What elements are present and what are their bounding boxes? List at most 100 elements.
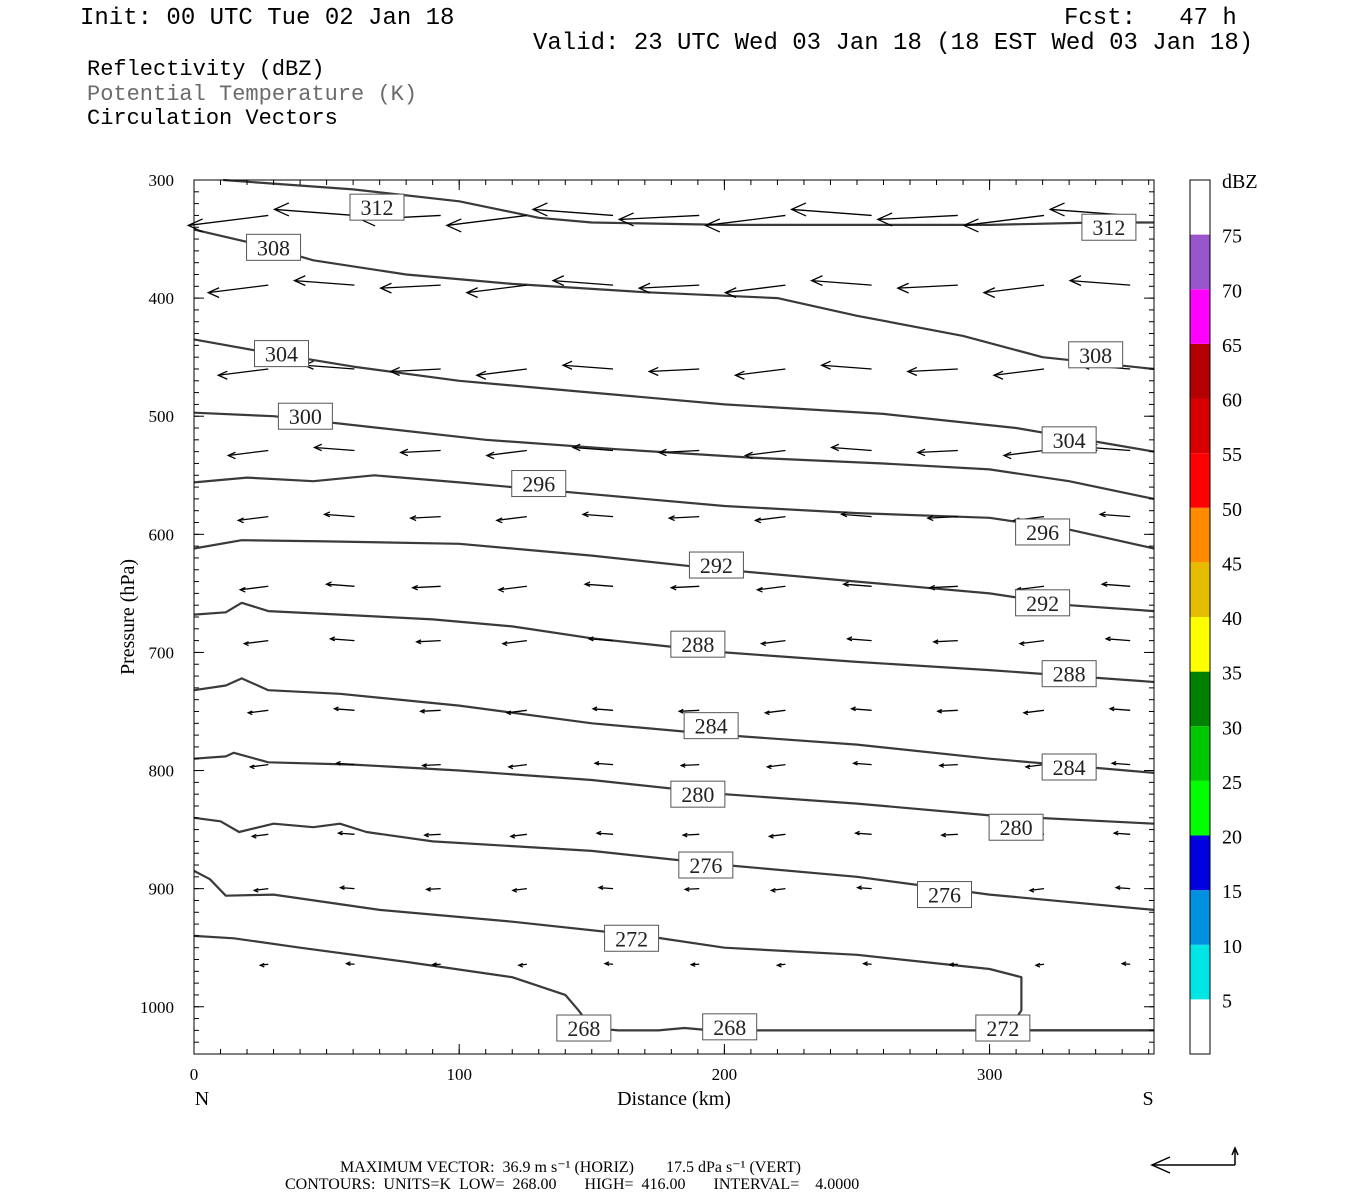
- colorbar-label: 40: [1222, 608, 1242, 630]
- vector-arrowhead: [669, 584, 677, 591]
- vector-arrowhead: [617, 212, 634, 227]
- circulation-vector: [855, 832, 872, 835]
- y-tick-label: 900: [149, 880, 175, 899]
- circulation-vector: [1029, 888, 1045, 892]
- colorbar-segment: [1190, 289, 1210, 344]
- vector-arrowhead: [334, 760, 341, 766]
- vector-arrowhead: [1024, 764, 1031, 770]
- vector-arrowhead: [250, 833, 257, 839]
- vector-arrowhead: [509, 833, 516, 839]
- circulation-vector: [238, 515, 269, 522]
- contour-label-box: [702, 1013, 758, 1041]
- vector-arrowhead: [1120, 961, 1127, 967]
- circulation-vector: [1015, 585, 1045, 591]
- circulation-vector: [250, 763, 269, 768]
- vector-arrowhead: [1028, 888, 1035, 893]
- circulation-vector: [502, 639, 527, 645]
- vector-arrowhead: [1098, 511, 1106, 518]
- vector-arrowhead: [248, 764, 255, 770]
- theta-contour-312: [223, 178, 1154, 226]
- circulation-vector: [340, 886, 355, 890]
- vector-arrowhead: [1110, 760, 1117, 766]
- vector-arrowhead: [775, 962, 782, 968]
- vector-arrowhead: [551, 275, 565, 287]
- vector-arrowhead: [840, 511, 848, 518]
- contour-label-box: [670, 630, 726, 658]
- circulation-vector: [1003, 449, 1045, 457]
- colorbar-segment: [1190, 890, 1210, 945]
- colorbar-label: 55: [1222, 444, 1242, 466]
- vector-arrowhead: [399, 448, 409, 457]
- circulation-vector: [248, 709, 269, 714]
- y-tick-label: 500: [149, 407, 175, 426]
- vector-arrowhead: [485, 451, 495, 460]
- circulation-vector: [983, 284, 1045, 294]
- circulation-vector: [510, 833, 527, 837]
- contour-label-box: [988, 813, 1044, 841]
- vector-arrowhead: [415, 639, 422, 645]
- colorbar-label: 5: [1222, 990, 1232, 1012]
- vector-arrowhead: [637, 282, 651, 294]
- colorbar-segment: [1190, 234, 1210, 290]
- contour-label: 308: [1079, 343, 1112, 368]
- contour-label: 288: [1053, 662, 1086, 687]
- contour-label-box: [277, 402, 333, 430]
- vector-arrowhead: [938, 763, 945, 768]
- contour-label-box: [975, 1014, 1031, 1042]
- vector-arrowhead: [763, 710, 770, 716]
- contour-label-box: [678, 851, 734, 879]
- legend-potential-temperature: Potential Temperature (K): [87, 82, 418, 107]
- forecast-hour: Fcst: 47 h: [1064, 5, 1237, 32]
- contour-label: 288: [681, 632, 714, 657]
- colorbar-segment: [1190, 507, 1210, 563]
- colorbar-label: 45: [1222, 553, 1242, 575]
- x-end-label-north: N: [195, 1088, 209, 1110]
- vector-arrowhead: [703, 218, 721, 233]
- colorbar-segment: [1190, 617, 1210, 672]
- colorbar-outline: [1189, 179, 1211, 1055]
- vector-arrowhead: [501, 641, 508, 647]
- vector-arrowhead: [759, 641, 767, 647]
- circulation-vector: [589, 638, 614, 642]
- circulation-vector: [821, 364, 872, 370]
- circulation-vector: [929, 585, 958, 589]
- y-tick-label: 800: [149, 762, 175, 781]
- circulation-vector: [512, 888, 527, 892]
- contour-label: 312: [1092, 215, 1125, 240]
- vector-arrowhead: [842, 581, 849, 588]
- vector-arrowhead: [982, 287, 996, 299]
- circulation-vector: [757, 585, 786, 591]
- vector-arrowhead: [1114, 885, 1121, 890]
- reflectivity-colorbar: 5 10 15 20 25 30 35 40 45 50 55 60 65 70 75: [1189, 179, 1242, 1055]
- vector-arrowhead: [587, 636, 594, 642]
- contour-label-box: [254, 340, 310, 368]
- vector-arrowhead: [389, 366, 400, 377]
- colorbar-segment: [1190, 562, 1210, 617]
- vector-arrowhead: [445, 218, 462, 233]
- vector-arrowhead: [753, 517, 762, 524]
- contour-label-box: [1041, 660, 1097, 688]
- contour-label: 272: [615, 926, 648, 951]
- circulation-vector: [671, 585, 700, 589]
- circulation-vector: [963, 214, 1045, 227]
- circulation-vector: [649, 368, 700, 373]
- theta-contour-300: [193, 411, 1155, 500]
- circulation-vector: [1090, 446, 1131, 452]
- circulation-vector: [917, 449, 958, 454]
- theta-contour-292: [193, 539, 1155, 613]
- vector-arrowhead: [677, 708, 684, 714]
- circulation-vector: [498, 585, 527, 591]
- circulation-vector: [659, 449, 700, 454]
- vector-arrowhead: [517, 962, 524, 968]
- vector-arrowhead: [992, 370, 1004, 380]
- vector-arrowhead: [252, 888, 259, 893]
- circulation-vector: [927, 515, 958, 519]
- contour-label-box: [1015, 518, 1071, 546]
- circulation-vector: [338, 832, 355, 835]
- contour-label-box: [246, 233, 302, 261]
- vector-arrowhead: [876, 212, 893, 227]
- vector-arrowhead: [465, 287, 478, 299]
- vector-arrowhead: [597, 885, 604, 890]
- circulation-vector: [1070, 279, 1131, 286]
- vector-arrowhead: [186, 218, 203, 233]
